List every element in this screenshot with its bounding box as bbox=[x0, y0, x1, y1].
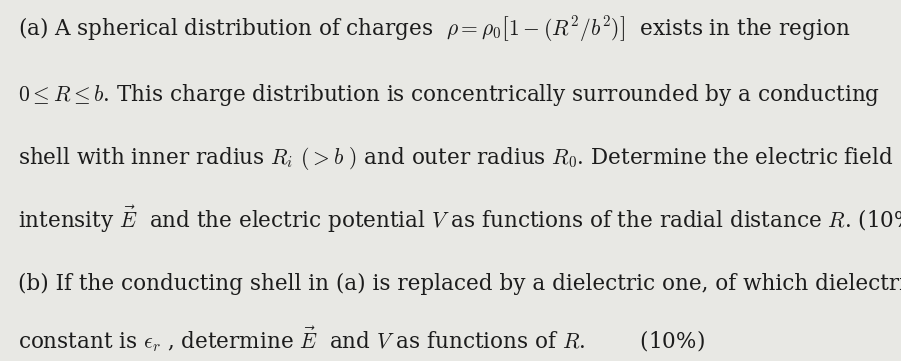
Text: constant is $\epsilon_r$ , determine $\vec{E}$  and $V$ as functions of $R$.    : constant is $\epsilon_r$ , determine $\v… bbox=[18, 324, 705, 354]
Text: shell with inner radius $R_i$ $( > b\ )$ and outer radius $R_0$. Determine the e: shell with inner radius $R_i$ $( > b\ )$… bbox=[18, 145, 894, 171]
Text: $0 \leq R \leq b$. This charge distribution is concentrically surrounded by a co: $0 \leq R \leq b$. This charge distribut… bbox=[18, 82, 880, 108]
Text: (a) A spherical distribution of charges  $\rho = \rho_0\left[1-(R^2/b^2)\right]$: (a) A spherical distribution of charges … bbox=[18, 15, 851, 44]
Text: intensity $\vec{E}$  and the electric potential $V$ as functions of the radial d: intensity $\vec{E}$ and the electric pot… bbox=[18, 204, 901, 235]
Text: (b) If the conducting shell in (a) is replaced by a dielectric one, of which die: (b) If the conducting shell in (a) is re… bbox=[18, 273, 901, 295]
